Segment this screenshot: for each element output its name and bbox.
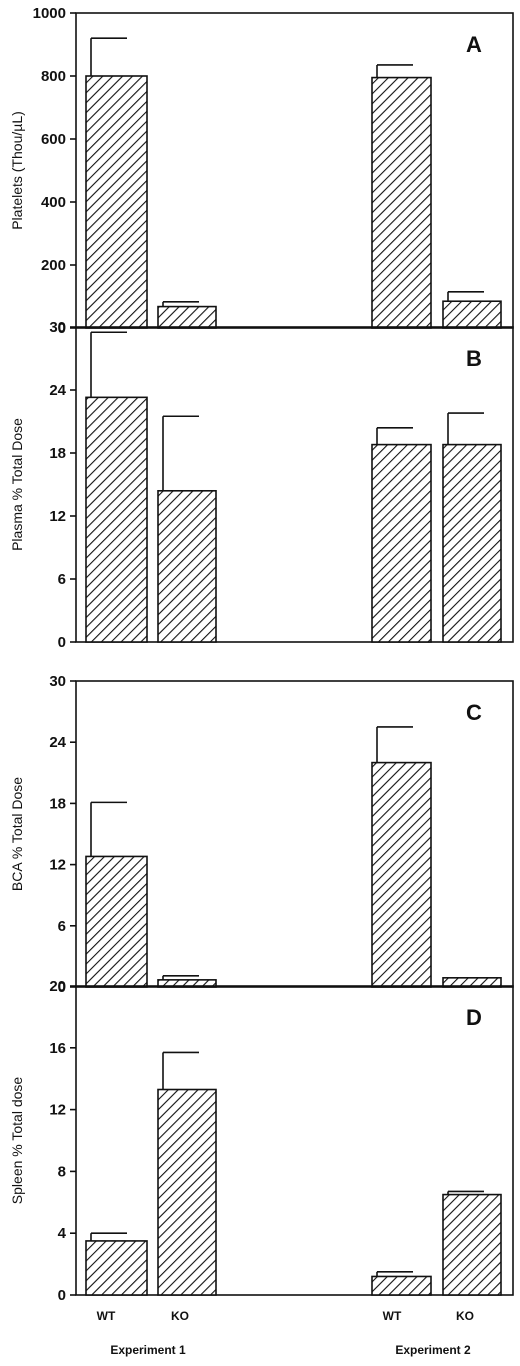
panel-a: 0 200 400 600 800 1000 Platelets (Thou/µL) A — [9, 5, 514, 337]
panel-d-ytick-label: 20 — [49, 978, 66, 995]
panel-d: 0 4 8 12 16 20 Spleen % Total dose D — [9, 978, 514, 1304]
panel-c-ytick-label: 6 — [58, 918, 66, 935]
panel-a-letter: A — [466, 32, 482, 57]
x-category-label: KO — [171, 1309, 189, 1323]
panel-d-ylabel: Spleen % Total dose — [9, 1077, 25, 1205]
panel-a-ytick-label: 200 — [41, 257, 66, 274]
x-category-label: WT — [97, 1309, 116, 1323]
panel-b-ylabel: Plasma % Total Dose — [9, 418, 25, 551]
panel-b-letter: B — [466, 346, 482, 371]
panel-c-ylabel: BCA % Total Dose — [9, 777, 25, 891]
panel-b-ytick-label: 12 — [49, 508, 66, 525]
panel-d-frame — [75, 985, 514, 1296]
panel-a-ytick-label: 600 — [41, 131, 66, 148]
panel-c-bar-wt-exp1 — [85, 855, 148, 988]
panel-c-ytick-label: 12 — [49, 857, 66, 874]
panel-c-frame — [75, 680, 514, 988]
panel-b: 0 6 12 18 24 30 Plasma % Total Dose B — [9, 319, 514, 651]
panel-b-ytick-label: 18 — [49, 445, 66, 462]
panel-d-ytick-label: 4 — [58, 1225, 67, 1242]
panel-c-bar-ko-exp2 — [442, 977, 502, 988]
panel-d-bar-ko-exp1 — [157, 1088, 217, 1296]
panel-b-bar-ko-exp1 — [157, 489, 217, 643]
x-category-label: WT — [383, 1309, 402, 1323]
panel-a-bar-wt-exp1 — [85, 75, 148, 329]
panel-a-bar-wt-exp2 — [371, 76, 432, 329]
x-category-label: KO — [456, 1309, 474, 1323]
panel-d-ytick-label: 0 — [58, 1287, 66, 1304]
panel-b-bar-wt-exp2 — [371, 443, 432, 643]
panel-a-bar-ko-exp1 — [157, 305, 217, 329]
panel-b-ytick-label: 0 — [58, 634, 66, 651]
panel-a-ytick-label: 800 — [41, 68, 66, 85]
panel-a-bar-ko-exp2 — [442, 300, 502, 329]
x-group-label: Experiment 1 — [110, 1343, 186, 1357]
panel-c-ytick-label: 0 — [58, 979, 66, 996]
panel-a-ylabel: Platelets (Thou/µL) — [9, 111, 25, 230]
panel-c-ytick-label: 18 — [49, 795, 66, 812]
panel-b-bar-wt-exp1 — [85, 396, 148, 643]
panel-b-bar-ko-exp2 — [442, 443, 502, 643]
panel-d-ytick-label: 12 — [49, 1102, 66, 1119]
panel-d-bar-wt-exp2 — [371, 1275, 432, 1296]
panel-d-bar-ko-exp2 — [442, 1193, 502, 1296]
x-group-label: Experiment 2 — [395, 1343, 471, 1357]
panel-b-ytick-label: 24 — [49, 382, 66, 399]
panel-d-bar-wt-exp1 — [85, 1240, 148, 1296]
panel-c: 0 6 12 18 24 30 BCA % Total Dose C — [9, 673, 514, 996]
panel-a-ytick-label: 1000 — [33, 5, 66, 22]
panel-c-bar-ko-exp1 — [157, 979, 217, 988]
panel-d-letter: D — [466, 1005, 482, 1030]
panel-d-ytick-label: 16 — [49, 1040, 66, 1057]
panel-c-letter: C — [466, 700, 482, 725]
panel-a-ytick-label: 400 — [41, 194, 66, 211]
panel-c-bar-wt-exp2 — [371, 761, 432, 988]
panel-c-ytick-label: 24 — [49, 734, 66, 751]
panel-b-ytick-label: 30 — [49, 319, 66, 336]
panel-b-frame — [75, 326, 514, 643]
panel-b-ytick-label: 6 — [58, 571, 66, 588]
panel-c-ytick-label: 30 — [49, 673, 66, 690]
panel-a-ytick-label: 0 — [58, 320, 66, 337]
panel-d-ytick-label: 8 — [58, 1163, 66, 1180]
panel-a-frame — [75, 12, 514, 329]
